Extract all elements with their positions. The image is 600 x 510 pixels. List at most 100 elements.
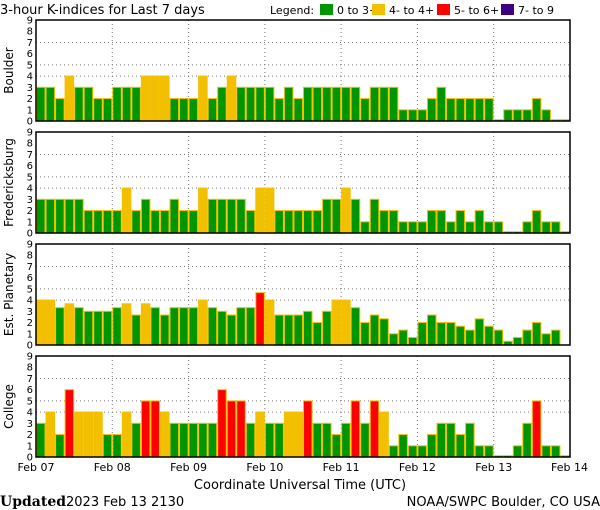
bar xyxy=(283,210,294,234)
bar xyxy=(179,307,189,346)
bar xyxy=(379,86,389,122)
bar xyxy=(112,86,122,122)
bar xyxy=(131,422,141,458)
bar xyxy=(169,98,180,122)
bar xyxy=(102,310,113,346)
bar xyxy=(36,422,46,458)
plot-frame xyxy=(35,243,571,346)
bar xyxy=(236,198,246,234)
y-tick-label: 3 xyxy=(27,83,33,94)
y-tick-label: 4 xyxy=(27,296,33,307)
bar xyxy=(131,210,141,234)
bar xyxy=(179,422,189,458)
y-tick-label: 4 xyxy=(27,184,33,195)
bar xyxy=(198,75,208,122)
bar xyxy=(350,307,361,346)
y-tick-label: 4 xyxy=(27,72,33,83)
bar xyxy=(274,314,284,346)
bar xyxy=(436,422,447,458)
bar xyxy=(550,221,561,234)
bar xyxy=(541,221,551,234)
legend-entry: 7- to 9 xyxy=(518,4,554,17)
bar xyxy=(264,299,275,346)
bar xyxy=(388,86,399,122)
bar xyxy=(264,86,275,122)
y-tick-label: 6 xyxy=(27,385,33,396)
bar xyxy=(93,98,103,122)
y-tick-label: 0 xyxy=(27,229,33,240)
bar xyxy=(465,422,475,458)
bar xyxy=(398,221,408,234)
station-label: Est. Planetary xyxy=(2,253,16,336)
bar xyxy=(398,109,408,122)
bar xyxy=(64,303,75,346)
bar xyxy=(226,198,237,234)
bar xyxy=(360,322,370,346)
bar xyxy=(83,411,94,458)
bar xyxy=(484,98,494,122)
bar xyxy=(217,389,227,458)
bar xyxy=(379,210,389,234)
bar xyxy=(303,310,313,346)
bar xyxy=(512,336,523,346)
y-tick-label: 1 xyxy=(27,217,33,228)
bar xyxy=(303,86,313,122)
bar xyxy=(303,210,313,234)
bar xyxy=(274,98,284,122)
bar xyxy=(245,86,256,122)
bar xyxy=(493,329,504,346)
bar xyxy=(474,98,485,122)
bar xyxy=(312,210,323,234)
bar xyxy=(274,422,284,458)
bar xyxy=(112,434,122,458)
y-tick-label: 0 xyxy=(27,453,33,464)
bar xyxy=(45,411,56,458)
bar xyxy=(293,98,304,122)
y-tick-label: 6 xyxy=(27,49,33,60)
bar xyxy=(312,86,323,122)
updated-timestamp: 2023 Feb 13 2130 xyxy=(66,495,184,510)
bar xyxy=(360,422,370,458)
y-tick-label: 3 xyxy=(27,419,33,430)
bar xyxy=(446,221,456,234)
bar xyxy=(121,86,132,122)
y-tick-label: 9 xyxy=(27,16,33,27)
plot-frame xyxy=(35,131,571,234)
bar xyxy=(436,86,447,122)
bar xyxy=(226,75,237,122)
bar xyxy=(312,322,323,346)
bar xyxy=(331,86,342,122)
bar xyxy=(522,109,532,122)
bar xyxy=(455,325,466,346)
bar xyxy=(188,307,199,346)
bar xyxy=(36,198,46,234)
bar xyxy=(74,198,84,234)
bar xyxy=(207,98,218,122)
x-tick-label: Feb 08 xyxy=(94,461,131,474)
bar xyxy=(112,307,122,346)
bar xyxy=(198,299,208,346)
bar xyxy=(474,445,485,458)
bar xyxy=(159,411,170,458)
bar xyxy=(322,310,332,346)
bar xyxy=(217,310,227,346)
x-tick-label: Feb 14 xyxy=(551,461,588,474)
x-tick-label: Feb 12 xyxy=(399,461,436,474)
bar xyxy=(102,434,113,458)
bar xyxy=(245,210,256,234)
bar xyxy=(312,422,323,458)
bar xyxy=(245,422,256,458)
legend-label: Legend: xyxy=(270,4,314,17)
y-tick-label: 5 xyxy=(27,172,33,183)
y-tick-label: 2 xyxy=(27,318,33,329)
bar xyxy=(64,75,75,122)
bar xyxy=(255,292,265,346)
bar xyxy=(255,86,265,122)
y-tick-label: 2 xyxy=(27,94,33,105)
bar xyxy=(159,75,170,122)
y-tick-label: 8 xyxy=(27,27,33,38)
bar xyxy=(264,187,275,234)
bar xyxy=(217,198,227,234)
y-tick-label: 9 xyxy=(27,128,33,139)
